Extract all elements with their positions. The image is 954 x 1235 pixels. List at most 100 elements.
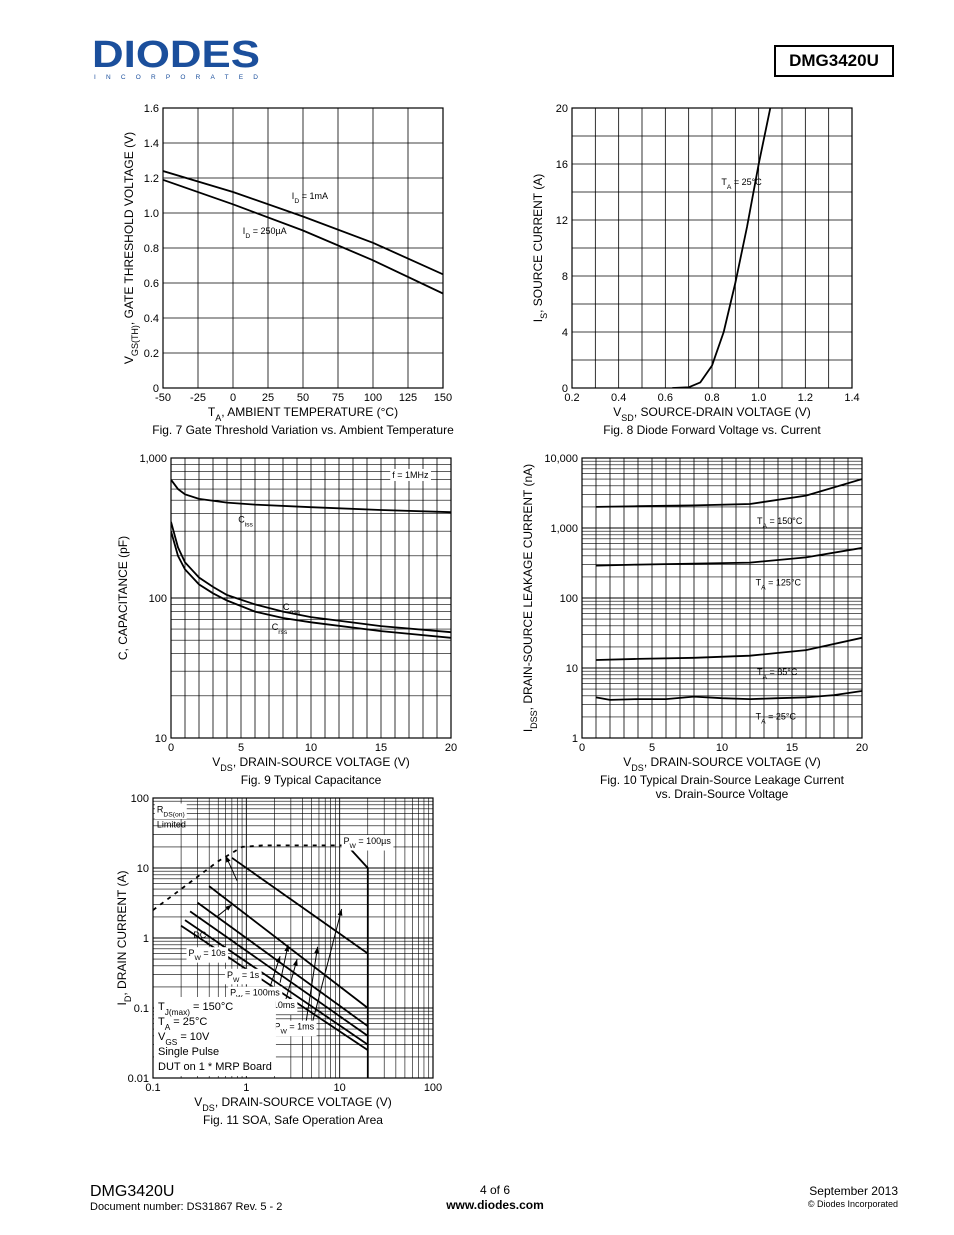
annotation-label: ID = 1mA [292, 191, 328, 205]
x-tick-label: 0.6 [658, 392, 673, 404]
y-tick-label: 1.0 [144, 208, 159, 220]
annotation-label: RDS(on) [157, 805, 185, 819]
figure-caption: Fig. 10 Typical Drain-Source Leakage Cur… [600, 773, 845, 787]
series-line-4 [208, 885, 369, 1009]
annotation-label: TA = 150°C [757, 516, 803, 530]
plot-frame [170, 457, 452, 739]
y-tick-label: 1,000 [139, 453, 167, 465]
figure-caption-line2: vs. Drain-Source Voltage [656, 787, 789, 801]
annotation-arrow [309, 908, 343, 1033]
y-tick-label: 10,000 [544, 453, 578, 465]
series-line-1 [595, 478, 862, 508]
annotation-label: PW = 100µs [344, 836, 392, 850]
x-tick-label: 1.2 [798, 392, 813, 404]
x-axis-label: TA, AMBIENT TEMPERATURE (°C) [208, 405, 398, 423]
x-axis-label: VSD, SOURCE-DRAIN VOLTAGE (V) [613, 405, 810, 423]
series-line-1 [163, 170, 443, 276]
annotation-background [272, 1020, 317, 1037]
x-tick-label: 0 [579, 742, 585, 754]
annotation-arrowhead [275, 956, 281, 964]
annotation-label: TA = 25°C [756, 711, 797, 725]
note-line: Single Pulse [158, 1046, 219, 1058]
figure-caption: Fig. 8 Diode Forward Voltage vs. Current [603, 423, 821, 437]
footer-part-number: DMG3420U [90, 1183, 175, 1200]
y-tick-label: 0 [153, 383, 159, 395]
y-axis-label: VGS(TH), GATE THRESHOLD VOLTAGE (V) [122, 132, 140, 364]
y-tick-label: 1.2 [144, 173, 159, 185]
annotation-label: Limited [157, 819, 186, 829]
annotation-arrowhead [284, 944, 290, 952]
annotation-label: PW = 1s [227, 970, 260, 984]
x-tick-label: 1.0 [751, 392, 766, 404]
x-tick-label: 0.2 [564, 392, 579, 404]
x-tick-label: 20 [445, 742, 457, 754]
chart-fig8-diode-forward: 0.2 0.4 0.6 0.8 1.0 1.2 1.4 0 4 8 12 16 20 VSD, SOURC… [531, 103, 860, 437]
annotation-label: Coss [283, 602, 301, 616]
footer-date: September 2013 [809, 1184, 898, 1198]
x-tick-label: 125 [399, 392, 417, 404]
y-tick-label: 100 [149, 593, 167, 605]
x-tick-label: -50 [155, 392, 171, 404]
y-axis-label: ID, DRAIN CURRENT (A) [115, 871, 133, 1006]
x-tick-label: 150 [434, 392, 452, 404]
y-tick-label: 0.4 [144, 313, 159, 325]
annotation-label: TA = 25°C [721, 177, 762, 191]
annotation-label: TA = 85°C [757, 667, 798, 681]
y-tick-label: 0.1 [134, 1003, 149, 1015]
annotation-background [154, 803, 187, 820]
series-line-3 [231, 857, 369, 955]
annotation-arrowhead [314, 946, 319, 954]
annotation-label: TA = 125°C [756, 578, 802, 592]
series-line-3 [171, 530, 451, 639]
x-tick-label: 20 [856, 742, 868, 754]
grid [162, 107, 444, 389]
annotation-arrowhead [337, 908, 343, 916]
annotation-label: f = 1MHz [392, 470, 429, 480]
annotation-arrowhead [225, 904, 232, 911]
note-line: TA = 25°C [158, 1016, 207, 1032]
series-line-2 [595, 547, 862, 567]
y-tick-label: 1.4 [144, 138, 159, 150]
annotation-label: Ciss [238, 515, 253, 529]
x-tick-label: -25 [190, 392, 206, 404]
series-line-2 [163, 178, 443, 295]
note-line: TJ(max) = 150°C [158, 1001, 233, 1017]
x-tick-label: 100 [424, 1082, 442, 1094]
chart-fig10-leakage: 0 5 10 15 20 1 10 100 1,000 10,000 VDS, DRAIN-SOUR… [521, 453, 868, 801]
diodes-logo: DIODES INCORPORATED [92, 36, 260, 81]
figure-caption: Fig. 9 Typical Capacitance [241, 773, 382, 787]
x-tick-label: 15 [786, 742, 798, 754]
y-tick-label: 0 [562, 383, 568, 395]
y-tick-label: 20 [556, 103, 568, 115]
logo-text: DIODES [92, 36, 260, 76]
note-line: VGS = 10V [158, 1031, 210, 1047]
series-line-3 [595, 636, 862, 661]
annotation-label: Crss [272, 622, 288, 636]
x-tick-label: 15 [375, 742, 387, 754]
annotation-arrow [304, 946, 319, 1033]
y-tick-label: 0.2 [144, 348, 159, 360]
x-tick-label: 25 [262, 392, 274, 404]
y-axis-label: IDSS, DRAIN-SOURCE LEAKAGE CURRENT (nA) [521, 464, 539, 732]
series-line-6 [189, 910, 369, 1037]
series-line-2 [171, 521, 451, 634]
series-line-4 [595, 690, 862, 701]
grid [571, 107, 853, 389]
series-line-1 [153, 844, 348, 911]
chart-fig7-gate-threshold: -50 -25 0 25 50 75 100 125 150 0 0.2 0.4 0.6 0.8 1.0 1.… [122, 103, 454, 437]
plot-frame [581, 457, 863, 739]
x-tick-label: 5 [649, 742, 655, 754]
annotation-background [186, 947, 229, 963]
annotation-background [224, 968, 262, 985]
footer-url[interactable]: www.diodes.com [446, 1198, 544, 1212]
annotation-arrowhead [293, 959, 298, 967]
x-tick-label: 100 [364, 392, 382, 404]
x-tick-label: 5 [238, 742, 244, 754]
x-axis-label: VDS, DRAIN-SOURCE VOLTAGE (V) [623, 755, 820, 773]
x-tick-label: 1.4 [844, 392, 859, 404]
y-tick-label: 100 [560, 593, 578, 605]
x-tick-label: 75 [332, 392, 344, 404]
x-axis-label: VDS, DRAIN-SOURCE VOLTAGE (V) [194, 1095, 391, 1113]
x-tick-label: 10 [305, 742, 317, 754]
